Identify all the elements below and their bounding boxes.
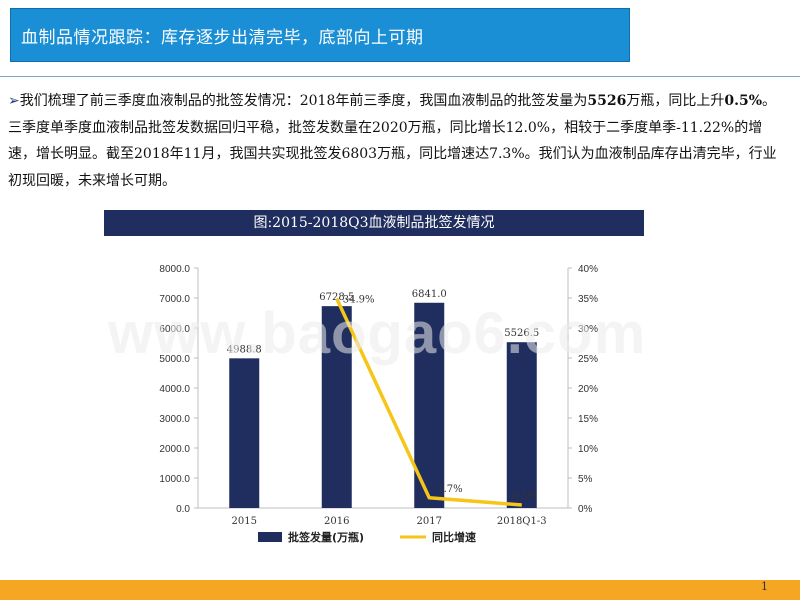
right-tick-label: 0% bbox=[578, 504, 593, 515]
paragraph-text-1: 我们梳理了前三季度血液制品的批签发情况：2018年前三季度，我国血液制品的批签发… bbox=[19, 93, 588, 109]
left-tick-label: 8000.0 bbox=[159, 264, 190, 275]
bar bbox=[229, 358, 260, 508]
paragraph-text-3: 。三季度单季度血液制品批签发数据回归平稳，批签发数量在2020万瓶，同比增长12… bbox=[8, 93, 777, 189]
paragraph-text-2: 万瓶，同比上升 bbox=[626, 93, 725, 109]
bar-value-label: 6841.0 bbox=[412, 289, 447, 300]
growth-line bbox=[335, 297, 522, 507]
paragraph-bold-1: 5526 bbox=[587, 93, 627, 109]
bar bbox=[321, 306, 352, 508]
bar-value-label: 4988.8 bbox=[227, 344, 262, 355]
paragraph-bold-2: 0.5% bbox=[724, 93, 763, 109]
right-tick-label: 20% bbox=[578, 384, 598, 395]
left-tick-label: 0.0 bbox=[176, 504, 190, 515]
x-tick-label: 2018Q1-3 bbox=[497, 516, 547, 527]
x-tick-label: 2015 bbox=[232, 516, 257, 527]
bar bbox=[506, 342, 537, 508]
right-tick-label: 35% bbox=[578, 294, 598, 305]
right-tick-label: 5% bbox=[578, 474, 593, 485]
title-bar: 血制品情况跟踪：库存逐步出清完毕，底部向上可期 bbox=[10, 8, 630, 62]
right-tick-label: 25% bbox=[578, 354, 598, 365]
right-tick-label: 15% bbox=[578, 414, 598, 425]
legend-bar-label: 批签发量(万瓶) bbox=[288, 530, 364, 544]
line-value-label: 0.5% bbox=[512, 491, 537, 502]
left-tick-label: 1000.0 bbox=[159, 474, 190, 485]
left-tick-label: 5000.0 bbox=[159, 354, 190, 365]
bar-value-label: 5526.5 bbox=[504, 328, 539, 339]
left-tick-label: 4000.0 bbox=[159, 384, 190, 395]
line-value-label: 1.7% bbox=[437, 484, 462, 495]
left-tick-label: 7000.0 bbox=[159, 294, 190, 305]
page-number: 1 bbox=[761, 580, 768, 593]
right-tick-label: 40% bbox=[578, 264, 598, 275]
left-tick-label: 6000.0 bbox=[159, 324, 190, 335]
legend-bar-swatch bbox=[258, 532, 282, 542]
legend-line-label: 同比增速 bbox=[432, 530, 476, 544]
left-tick-label: 2000.0 bbox=[159, 444, 190, 455]
chart-title: 图:2015-2018Q3血液制品批签发情况 bbox=[104, 210, 644, 236]
x-tick-label: 2017 bbox=[417, 516, 442, 527]
right-tick-label: 10% bbox=[578, 444, 598, 455]
left-tick-label: 3000.0 bbox=[159, 414, 190, 425]
bar-value-label: 6728.5 bbox=[319, 292, 354, 303]
line-value-label: 34.9% bbox=[343, 295, 375, 306]
divider bbox=[0, 76, 800, 77]
x-tick-label: 2016 bbox=[324, 516, 349, 527]
bullet-arrow-icon: ➢ bbox=[8, 93, 20, 109]
summary-paragraph: ➢我们梳理了前三季度血液制品的批签发情况：2018年前三季度，我国血液制品的批签… bbox=[8, 88, 788, 194]
footer-bar bbox=[0, 580, 800, 600]
right-tick-label: 30% bbox=[578, 324, 598, 335]
page-title: 血制品情况跟踪：库存逐步出清完毕，底部向上可期 bbox=[21, 28, 424, 48]
